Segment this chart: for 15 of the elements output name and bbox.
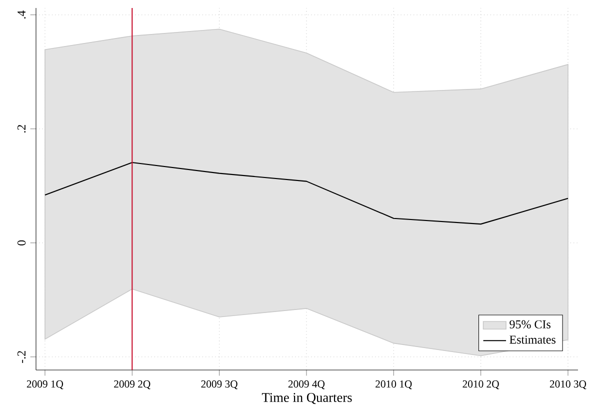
x-tick-label: 2009 4Q xyxy=(288,380,325,390)
x-tick-label: 2009 2Q xyxy=(114,380,150,390)
x-tick-label: 2010 1Q xyxy=(376,380,412,390)
x-tick-label: 2009 3Q xyxy=(201,380,238,390)
y-tick-label: .2 xyxy=(17,125,26,133)
legend-label: Estimates xyxy=(510,336,556,344)
y-tick-label: 0 xyxy=(17,240,26,246)
x-tick-label: 2010 2Q xyxy=(462,380,500,390)
annotation: 95% CIs xyxy=(510,320,550,328)
x-tick-label: 2010 3Q xyxy=(550,380,586,390)
y-tick-label: .4 xyxy=(18,10,26,19)
x-tick-label: 2009 1Q xyxy=(26,380,64,390)
line-series xyxy=(44,162,569,225)
x-axis-title: Time in Quarters xyxy=(262,393,352,404)
y-tick-label: -.2 xyxy=(17,351,26,363)
